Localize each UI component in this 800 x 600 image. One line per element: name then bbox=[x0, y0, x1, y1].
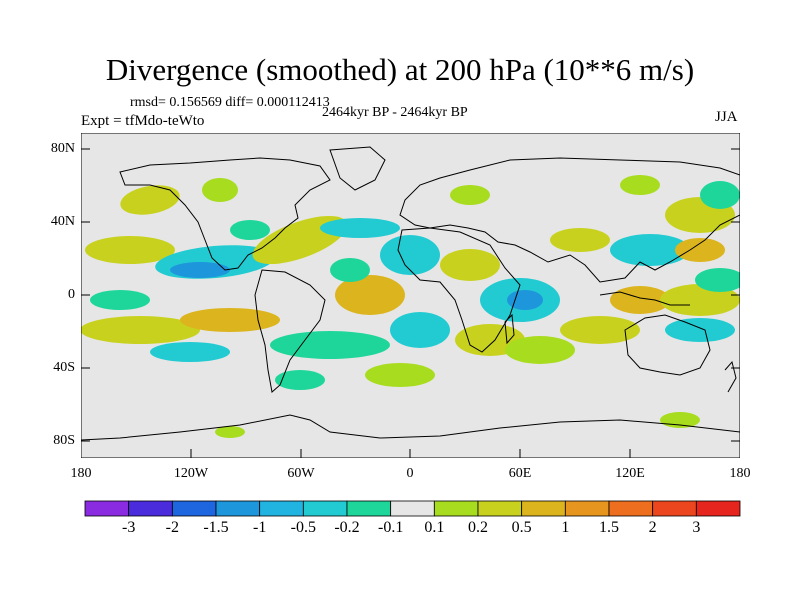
contour-region bbox=[380, 235, 440, 275]
coastline-greenland bbox=[329, 146, 386, 191]
coastline-indonesia bbox=[599, 291, 690, 306]
colorbar-swatch bbox=[84, 500, 130, 517]
lon-label-120w: 120W bbox=[173, 466, 209, 481]
colorbar-swatch bbox=[521, 500, 566, 517]
contour-region bbox=[560, 316, 640, 344]
contour-region bbox=[665, 318, 735, 342]
contour-region bbox=[202, 178, 238, 202]
colorbar-label: 1.5 bbox=[599, 519, 619, 536]
colorbar-swatch bbox=[652, 500, 697, 517]
lon-label-0: 0 bbox=[406, 466, 414, 481]
contour-region bbox=[550, 228, 610, 252]
contour-region bbox=[320, 218, 400, 238]
colorbar-label: 3 bbox=[692, 519, 701, 536]
colorbar-swatch bbox=[695, 500, 741, 517]
colorbar bbox=[84, 500, 741, 517]
coastline-eurasia bbox=[399, 157, 740, 283]
contour-region bbox=[365, 363, 435, 387]
colorbar-label: -0.2 bbox=[334, 519, 360, 536]
lat-ticks bbox=[81, 148, 740, 442]
colorbar-label: -2 bbox=[165, 519, 179, 536]
contour-region bbox=[85, 236, 175, 264]
colorbar-label: -1 bbox=[252, 519, 267, 536]
coastline-madagascar bbox=[504, 313, 515, 345]
colorbar-label: -0.5 bbox=[290, 519, 316, 536]
contour-region bbox=[330, 258, 370, 282]
lon-ticks bbox=[190, 449, 631, 458]
colorbar-swatch bbox=[433, 500, 479, 517]
lon-label-60w: 60W bbox=[287, 466, 315, 481]
lat-label-80n: 80N bbox=[50, 141, 75, 156]
coastline-layer bbox=[81, 146, 740, 441]
lat-label-80s: 80S bbox=[53, 433, 75, 448]
period-label: 2464kyr BP - 2464kyr BP bbox=[322, 105, 468, 120]
contour-region bbox=[335, 275, 405, 315]
coastline-north-america bbox=[119, 157, 331, 271]
contour-region bbox=[700, 181, 740, 209]
coastline-antarctica bbox=[81, 414, 740, 441]
colorbar-label: 1 bbox=[561, 519, 570, 536]
season-label: JJA bbox=[715, 109, 738, 125]
coastline-australia bbox=[624, 314, 711, 376]
coastline-new-zealand bbox=[724, 360, 737, 393]
contour-region bbox=[180, 308, 280, 332]
contour-region bbox=[440, 249, 500, 281]
contour-region bbox=[660, 412, 700, 428]
colorbar-label: 0.2 bbox=[468, 519, 488, 536]
colorbar-swatch bbox=[608, 500, 654, 517]
contour-region bbox=[90, 290, 150, 310]
colorbar-label: -1.5 bbox=[203, 519, 229, 536]
colorbar-label: 0.1 bbox=[424, 519, 445, 536]
lon-label-120e: 120E bbox=[615, 466, 645, 481]
lon-label-180w: 180 bbox=[70, 466, 92, 481]
lat-label-40n: 40N bbox=[50, 214, 75, 229]
contour-region bbox=[215, 426, 245, 438]
contour-region bbox=[695, 268, 740, 292]
contour-fill-layer bbox=[81, 175, 740, 438]
colorbar-swatch bbox=[477, 500, 523, 517]
lat-label-0: 0 bbox=[68, 287, 75, 302]
coastline-africa bbox=[397, 227, 521, 353]
contour-region bbox=[505, 336, 575, 364]
contour-region bbox=[507, 290, 543, 310]
colorbar-label: -3 bbox=[121, 519, 136, 536]
colorbar-label: -0.1 bbox=[377, 519, 404, 536]
colorbar-swatch bbox=[346, 500, 392, 517]
contour-region bbox=[120, 185, 180, 215]
colorbar-swatch bbox=[171, 500, 217, 517]
map-field bbox=[81, 133, 740, 458]
contour-region bbox=[81, 316, 200, 344]
contour-region bbox=[675, 238, 725, 262]
chart-title: Divergence (smoothed) at 200 hPa (10**6 … bbox=[105, 52, 695, 87]
colorbar-swatch bbox=[215, 500, 261, 517]
contour-region bbox=[610, 234, 690, 266]
coastline-south-america bbox=[254, 269, 326, 393]
colorbar-swatch bbox=[564, 500, 610, 517]
contour-region bbox=[620, 175, 660, 195]
contour-region bbox=[275, 370, 325, 390]
lat-label-40s: 40S bbox=[53, 360, 75, 375]
contour-region bbox=[270, 331, 390, 359]
contour-region bbox=[150, 342, 230, 362]
colorbar-swatch bbox=[390, 500, 435, 517]
contour-region bbox=[170, 262, 230, 278]
lon-label-180e: 180 bbox=[729, 466, 751, 481]
colorbar-swatch bbox=[259, 500, 304, 517]
contour-region bbox=[450, 185, 490, 205]
experiment-label: Expt = tfMdo-teWto bbox=[81, 113, 205, 129]
contour-region bbox=[230, 220, 270, 240]
colorbar-swatch bbox=[302, 500, 348, 517]
lon-label-60e: 60E bbox=[508, 466, 532, 481]
colorbar-label: 2 bbox=[648, 519, 657, 536]
contour-region bbox=[390, 312, 450, 348]
colorbar-label: 0.5 bbox=[511, 519, 532, 536]
colorbar-swatch bbox=[128, 500, 173, 517]
stats-text: rmsd= 0.156569 diff= 0.000112413 bbox=[130, 95, 330, 110]
